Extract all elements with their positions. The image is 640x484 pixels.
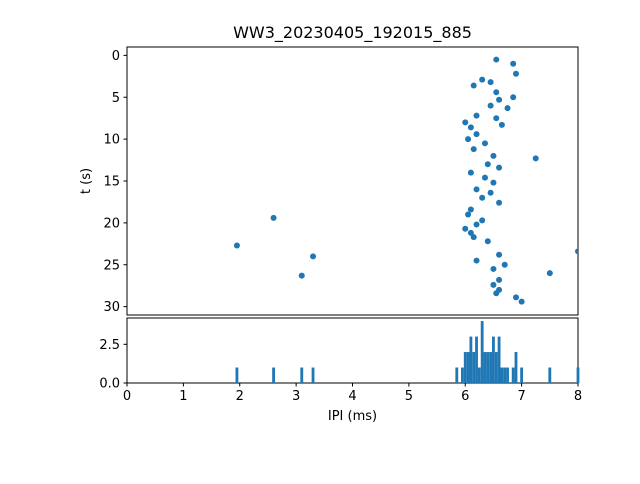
x-tick-label: 0: [123, 389, 131, 404]
scatter-plot: 0 5 10 15 20 25 30: [103, 46, 579, 316]
chart-title: WW3_20230405_192015_885: [233, 23, 472, 43]
scatter-ytick-label: 25: [103, 258, 120, 273]
x-tick-label: 4: [348, 389, 356, 404]
scatter-ytick-label: 15: [103, 175, 120, 190]
histogram-ytick-label: 2.5: [99, 338, 120, 353]
histogram-ytick-label: 0.0: [99, 377, 120, 392]
x-tick-label: 6: [461, 389, 469, 404]
scatter-ytick-label: 5: [112, 91, 120, 106]
x-tick-label: 1: [179, 389, 187, 404]
scatter-ytick-label: 20: [103, 216, 120, 231]
x-tick-label: 8: [574, 389, 582, 404]
x-axis-label: IPI (ms): [328, 409, 377, 424]
x-tick-label: 3: [292, 389, 300, 404]
histogram-bars: [235, 321, 580, 383]
scatter-ytick-label: 10: [103, 133, 120, 148]
scatter-ytick-label: 30: [103, 300, 120, 315]
x-tick-label: 5: [405, 389, 413, 404]
histogram-plot: 0.0 2.5 0 1 2 3 4 5 6 7 8: [99, 317, 582, 404]
scatter-points: [233, 56, 578, 305]
x-tick-label: 7: [517, 389, 525, 404]
x-tick-label: 2: [236, 389, 244, 404]
y-axis-label: t (s): [79, 168, 94, 194]
scatter-ytick-label: 0: [112, 49, 120, 64]
